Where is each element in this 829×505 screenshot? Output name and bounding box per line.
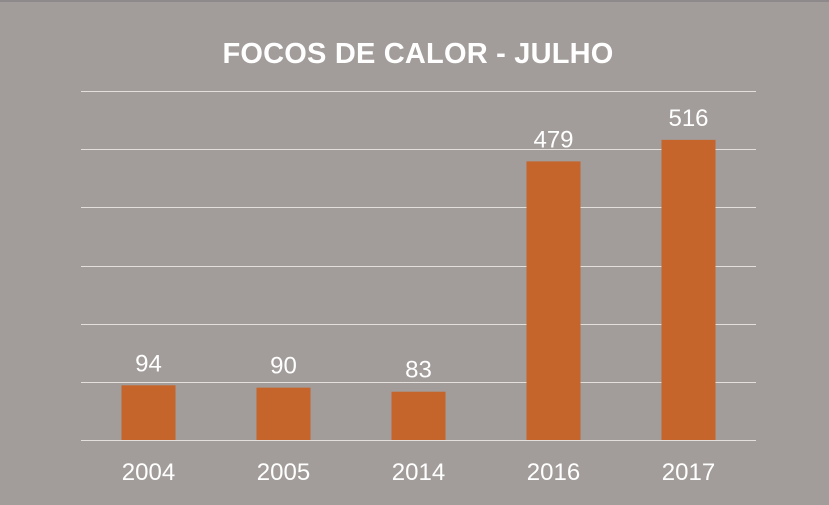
data-label-2017: 516 xyxy=(668,105,708,132)
data-label-2004: 94 xyxy=(135,350,162,377)
x-tick-label-2005: 2005 xyxy=(257,459,310,486)
bar-2004 xyxy=(121,385,176,440)
chart-title: FOCOS DE CALOR - JULHO xyxy=(222,38,614,70)
bar-2017 xyxy=(661,139,716,441)
x-tick-label-2017: 2017 xyxy=(662,459,715,486)
x-tick-label-2014: 2014 xyxy=(392,459,445,486)
bar-2005 xyxy=(256,387,311,440)
data-label-2014: 83 xyxy=(405,357,432,384)
bar-2016 xyxy=(526,161,581,441)
x-tick-label-2004: 2004 xyxy=(122,459,175,486)
x-tick-label-2016: 2016 xyxy=(527,459,580,486)
data-label-2005: 90 xyxy=(270,353,297,380)
data-label-2016: 479 xyxy=(533,126,573,153)
bar-2014 xyxy=(391,391,446,440)
